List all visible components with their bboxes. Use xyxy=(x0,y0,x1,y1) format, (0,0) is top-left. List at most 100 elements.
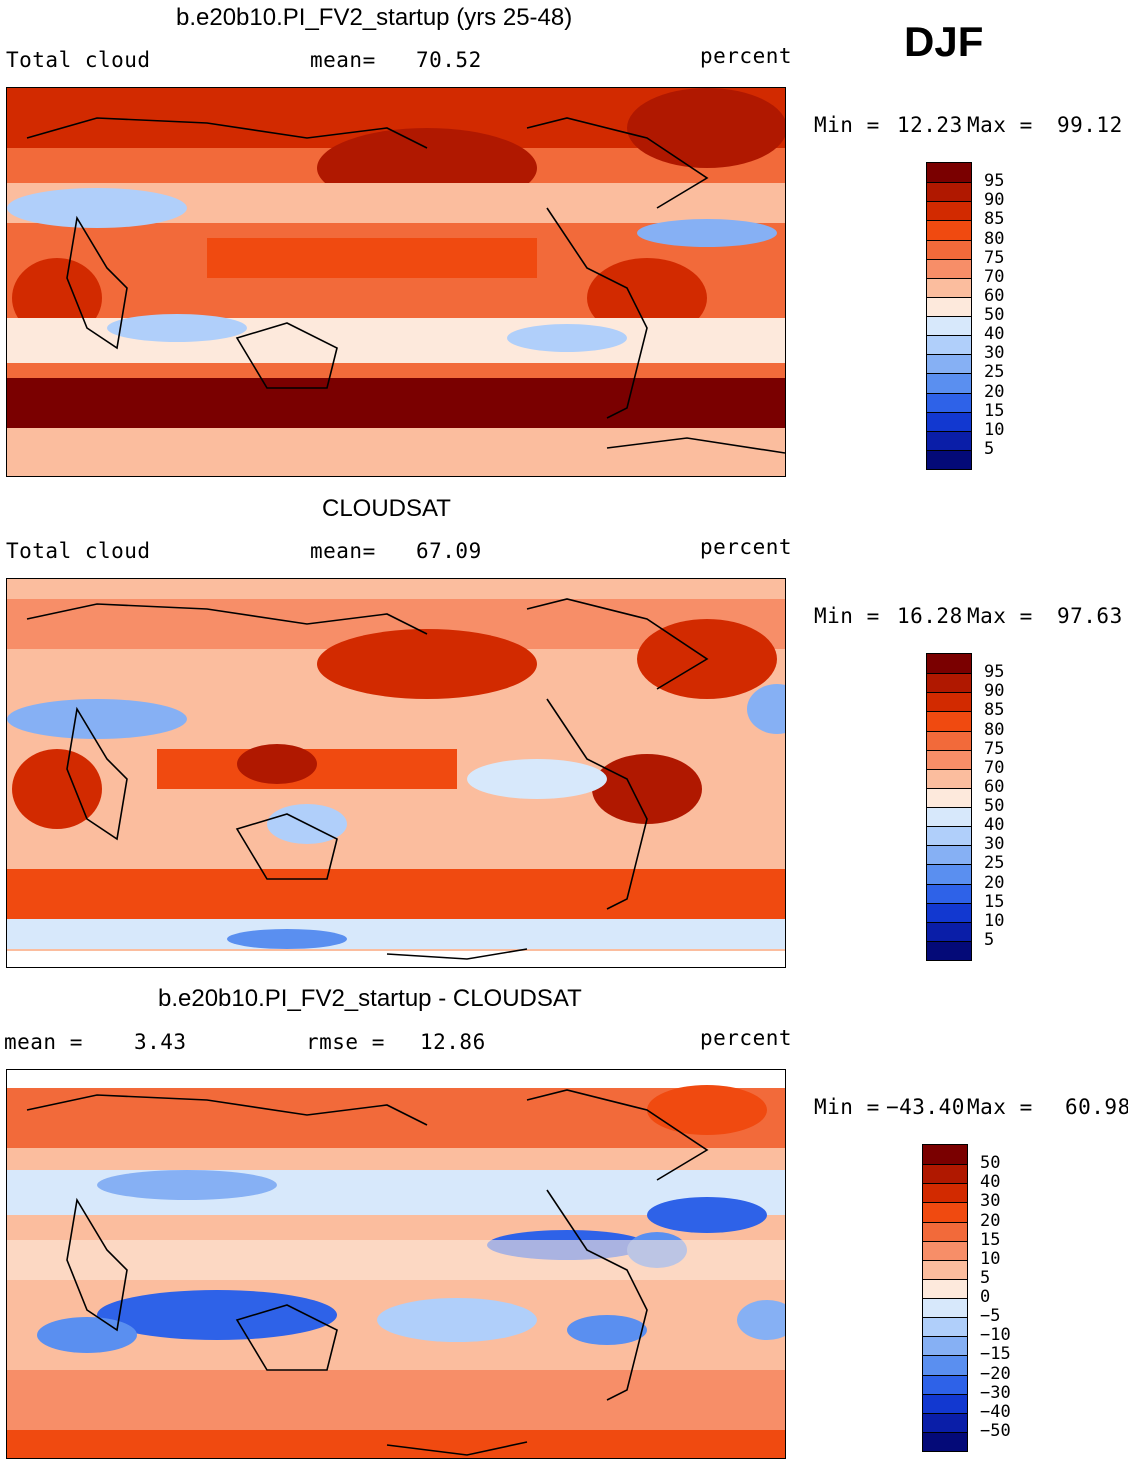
colorbar-tick-label: 95 xyxy=(984,662,1005,683)
colorbar-swatch xyxy=(927,182,971,202)
colorbar-swatch xyxy=(927,163,971,183)
colorbar-swatch xyxy=(927,749,971,769)
colorbar-tick-label: −5 xyxy=(980,1306,1001,1327)
colorbar-tick-label: 95 xyxy=(984,171,1005,192)
colorbar-swatch xyxy=(927,392,971,412)
panel-2-mean-value: 67.09 xyxy=(416,539,482,563)
panel-3-colorbar xyxy=(922,1144,968,1452)
colorbar-swatch xyxy=(927,807,971,827)
colorbar-tick-label: 5 xyxy=(984,438,995,459)
colorbar-tick-label: −40 xyxy=(980,1401,1011,1422)
colorbar-swatch xyxy=(923,1183,967,1203)
colorbar-tick-label: 10 xyxy=(984,910,1005,931)
colorbar-swatch xyxy=(927,826,971,846)
panel-3-rmse-value: 12.86 xyxy=(420,1030,486,1054)
colorbar-tick-label: 15 xyxy=(984,891,1005,912)
colorbar-swatch xyxy=(927,296,971,316)
panel-3-rmse-label: rmse = xyxy=(306,1030,385,1054)
colorbar-swatch xyxy=(927,864,971,884)
colorbar-tick-label: 90 xyxy=(984,190,1005,211)
colorbar-swatch xyxy=(927,335,971,355)
panel-2-mean-label: mean= xyxy=(310,539,376,563)
colorbar-tick-label: 85 xyxy=(984,700,1005,721)
colorbar-swatch xyxy=(927,411,971,431)
colorbar-swatch xyxy=(927,940,971,960)
colorbar-swatch xyxy=(923,1164,967,1184)
colorbar-tick-label: 50 xyxy=(980,1153,1001,1174)
colorbar-swatch xyxy=(927,354,971,374)
panel-3-min-label: Min = xyxy=(814,1095,880,1119)
panel-1-min-value: 12.23 xyxy=(897,113,963,137)
panel-1-colorbar-labels: 95 90 85 80 75 70 60 50 40 30 25 20 15 10 5 xyxy=(984,162,1044,468)
colorbar-tick-label: 75 xyxy=(984,247,1005,268)
colorbar-swatch xyxy=(923,1374,967,1394)
panel-2-colorbar xyxy=(926,653,972,961)
panel-2-map-field xyxy=(7,579,785,967)
colorbar-tick-label: 80 xyxy=(984,228,1005,249)
colorbar-swatch xyxy=(927,430,971,450)
panel-3-min-value: −43.40 xyxy=(886,1095,965,1119)
colorbar-tick-label: 70 xyxy=(984,757,1005,778)
colorbar-tick-label: 20 xyxy=(984,381,1005,402)
colorbar-tick-label: 40 xyxy=(980,1172,1001,1193)
panel-1-variable-label: Total cloud xyxy=(6,48,151,72)
panel-2-variable-label: Total cloud xyxy=(6,539,151,563)
colorbar-swatch xyxy=(927,654,971,674)
colorbar-swatch xyxy=(927,883,971,903)
colorbar-tick-label: 15 xyxy=(980,1229,1001,1250)
colorbar-swatch xyxy=(927,239,971,259)
colorbar-tick-label: −50 xyxy=(980,1420,1011,1441)
colorbar-swatch xyxy=(923,1431,967,1451)
colorbar-swatch xyxy=(927,316,971,336)
colorbar-tick-label: 80 xyxy=(984,719,1005,740)
panel-2-units: percent xyxy=(700,535,793,559)
colorbar-tick-label: 25 xyxy=(984,362,1005,383)
panel-1-units: percent xyxy=(700,44,793,68)
colorbar-swatch xyxy=(927,711,971,731)
panel-1-mean-value: 70.52 xyxy=(416,48,482,72)
panel-1-map-field xyxy=(7,88,785,476)
colorbar-swatch xyxy=(923,1298,967,1318)
colorbar-swatch xyxy=(923,1317,967,1337)
colorbar-tick-label: 40 xyxy=(984,815,1005,836)
colorbar-swatch xyxy=(927,768,971,788)
panel-3-map xyxy=(6,1069,786,1459)
panel-3-units: percent xyxy=(700,1026,793,1050)
colorbar-swatch xyxy=(923,1393,967,1413)
colorbar-swatch xyxy=(923,1259,967,1279)
colorbar-swatch xyxy=(923,1336,967,1356)
colorbar-swatch xyxy=(927,921,971,941)
panel-2-min-label: Min = xyxy=(814,604,880,628)
season-label: DJF xyxy=(904,18,984,65)
colorbar-swatch xyxy=(923,1221,967,1241)
colorbar-swatch xyxy=(927,220,971,240)
colorbar-swatch xyxy=(927,692,971,712)
panel-3-title: b.e20b10.PI_FV2_startup - CLOUDSAT xyxy=(158,985,582,1012)
colorbar-swatch xyxy=(927,673,971,693)
colorbar-swatch xyxy=(923,1145,967,1165)
panel-2-max-value: 97.63 xyxy=(1057,604,1123,628)
colorbar-tick-label: 0 xyxy=(980,1287,991,1307)
panel-3-max-value: 60.98 xyxy=(1065,1095,1128,1119)
colorbar-tick-label: 10 xyxy=(984,419,1005,440)
colorbar-tick-label: 50 xyxy=(984,796,1005,816)
colorbar-tick-label: −20 xyxy=(980,1363,1011,1384)
colorbar-tick-label: 20 xyxy=(984,872,1005,893)
colorbar-swatch xyxy=(927,277,971,297)
colorbar-tick-label: 10 xyxy=(980,1248,1001,1269)
colorbar-tick-label: 40 xyxy=(984,324,1005,345)
panel-3-mean-value: 3.43 xyxy=(134,1030,187,1054)
panel-2-colorbar-labels: 95 90 85 80 75 70 60 50 40 30 25 20 15 10 5 xyxy=(984,653,1044,959)
colorbar-tick-label: 30 xyxy=(980,1191,1001,1212)
panel-1-colorbar xyxy=(926,162,972,470)
panel-1-mean-label: mean= xyxy=(310,48,376,72)
colorbar-tick-label: 30 xyxy=(984,343,1005,364)
panel-1-max-label: Max = xyxy=(967,113,1033,137)
colorbar-tick-label: 60 xyxy=(984,776,1005,797)
panel-2-title: CLOUDSAT xyxy=(322,495,451,522)
colorbar-swatch xyxy=(927,730,971,750)
panel-3-colorbar-labels: 50 40 30 20 15 10 5 0 −5 −10 −15 −20 −30 −40 −50 xyxy=(980,1144,1040,1450)
colorbar-tick-label: 90 xyxy=(984,681,1005,702)
colorbar-tick-label: 25 xyxy=(984,853,1005,874)
panel-3-mean-label: mean = xyxy=(4,1030,83,1054)
